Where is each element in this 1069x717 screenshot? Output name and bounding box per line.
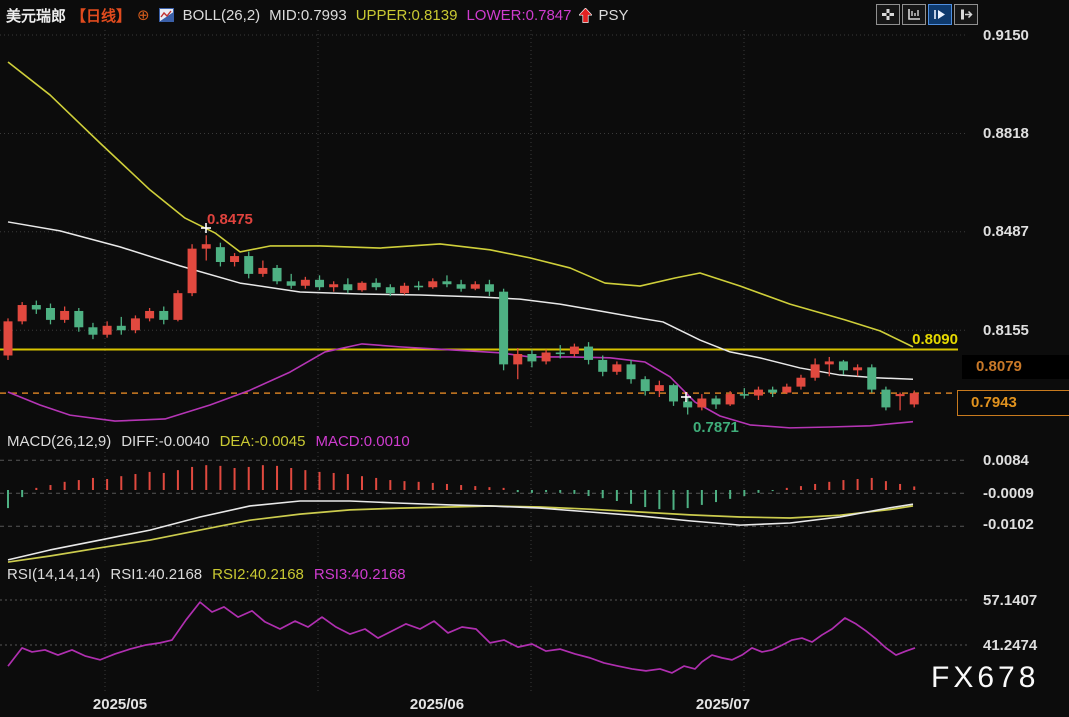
psy-indicator-label[interactable]: PSY xyxy=(598,6,629,24)
price-axis-label: 0.8818 xyxy=(983,125,1029,142)
axis-scale-icon xyxy=(908,9,920,20)
symbol-title: 美元瑞郎 xyxy=(6,7,67,25)
chart-toolbar xyxy=(876,4,978,25)
last-price-tag: 0.7943 xyxy=(957,390,1069,416)
macd-diff-label: DIFF:-0.0040 xyxy=(121,433,210,450)
crosshair-tool-button[interactable] xyxy=(876,4,900,25)
rsi1-label: RSI1:40.2168 xyxy=(110,566,203,583)
collapse-panel-icon xyxy=(961,9,973,20)
add-indicator-icon[interactable]: ⊕ xyxy=(137,6,150,24)
buy-signal-arrow-icon xyxy=(578,7,592,23)
date-axis-label: 2025/05 xyxy=(92,696,148,713)
boll-upper-label: UPPER:0.8139 xyxy=(355,6,458,24)
low-annotation: 0.7871 xyxy=(693,419,739,436)
header-bar: 美元瑞郎 【日线】 ⊕ BOLL(26,2) MID:0.7993 UPPER:… xyxy=(6,3,629,27)
rsi2-label: RSI2:40.2168 xyxy=(212,566,304,583)
prev-close-tag: 0.8079 xyxy=(962,355,1069,379)
rsi-title: RSI(14,14,14) xyxy=(7,566,101,583)
boll-label: BOLL(26,2) xyxy=(182,6,261,24)
rsi-header: RSI(14,14,14) RSI1:40.2168 RSI2:40.2168 … xyxy=(7,566,406,583)
date-axis-label: 2025/06 xyxy=(409,696,465,713)
macd-title: MACD(26,12,9) xyxy=(7,433,112,450)
macd-axis-label: -0.0102 xyxy=(983,516,1034,533)
boll-lower-label: LOWER:0.7847 xyxy=(466,6,572,24)
rsi-axis-label: 41.2474 xyxy=(983,637,1038,654)
macd-axis-label: 0.0084 xyxy=(983,452,1029,469)
macd-axis-label: -0.0009 xyxy=(983,485,1034,502)
auto-scroll-button[interactable] xyxy=(928,4,952,25)
price-axis-label: 0.9150 xyxy=(983,27,1029,44)
macd-macd-label: MACD:0.0010 xyxy=(315,433,410,450)
crosshair-icon xyxy=(882,9,894,20)
axis-scale-button[interactable] xyxy=(902,4,926,25)
date-axis-label: 2025/07 xyxy=(695,696,751,713)
period-label: 【日线】 xyxy=(71,7,132,25)
macd-header: MACD(26,12,9) DIFF:-0.0040 DEA:-0.0045 M… xyxy=(7,433,410,450)
price-axis-label: 0.8155 xyxy=(983,322,1029,339)
rsi3-label: RSI3:40.2168 xyxy=(313,566,406,583)
macd-dea-label: DEA:-0.0045 xyxy=(219,433,306,450)
fx678-watermark: FX678 xyxy=(931,661,1040,694)
boll-mid-label: MID:0.7993 xyxy=(269,6,347,24)
yellow-level-label: 0.8090 xyxy=(912,331,958,348)
rsi-axis-label: 57.1407 xyxy=(983,592,1038,609)
collapse-panel-button[interactable] xyxy=(954,4,978,25)
chart-type-icon[interactable] xyxy=(158,8,174,22)
price-axis-label: 0.8487 xyxy=(983,223,1029,240)
play-icon xyxy=(934,10,945,19)
high-annotation: 0.8475 xyxy=(207,211,253,228)
